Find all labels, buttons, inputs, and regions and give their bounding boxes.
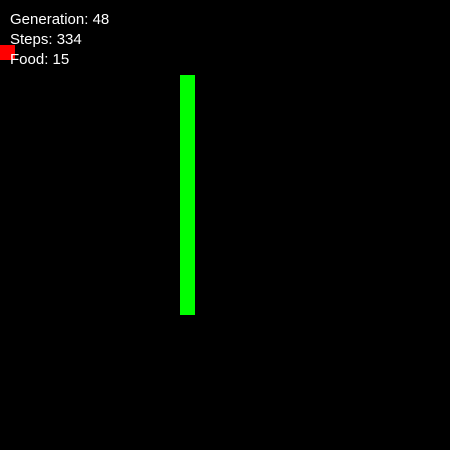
generation-value: 48 <box>92 11 110 28</box>
food-pellet <box>0 45 15 60</box>
food-value: 15 <box>52 51 70 68</box>
steps-value: 334 <box>56 31 82 48</box>
generation-label: Generation: <box>10 11 89 28</box>
food-label: Food: <box>10 51 49 68</box>
food-stat: Food: 15 <box>10 50 109 70</box>
generation-stat: Generation: 48 <box>10 10 109 30</box>
steps-stat: Steps: 334 <box>10 30 109 50</box>
snake-body <box>180 75 195 315</box>
hud-stats: Generation: 48 Steps: 334 Food: 15 <box>10 10 109 70</box>
steps-label: Steps: <box>10 31 53 48</box>
